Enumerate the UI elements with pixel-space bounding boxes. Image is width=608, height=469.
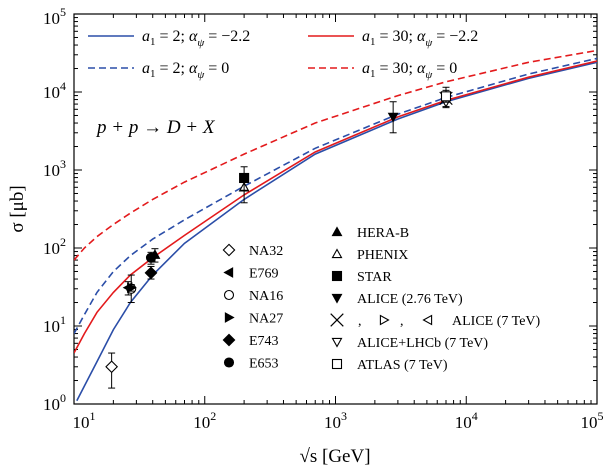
- data-points: [105, 86, 453, 389]
- legend-experiment-label: PHENIX: [357, 248, 408, 263]
- legend-experiment-label: NA32: [249, 244, 283, 259]
- legend-experiment-label: E769: [249, 267, 279, 282]
- marker-diamond: [105, 360, 119, 374]
- y-axis-title: σ [μb]: [7, 185, 28, 232]
- marker-triangle-down: [331, 337, 343, 348]
- x-tick-label: 101: [73, 409, 96, 432]
- curve: [74, 49, 597, 261]
- curves: [74, 49, 597, 402]
- x-axis-title: √s [GeV]: [299, 446, 370, 467]
- x-tick-label: 103: [324, 409, 347, 432]
- y-tick-label: 100: [43, 391, 66, 414]
- marker-triangle-left: [223, 267, 234, 278]
- x-tick-label: 102: [193, 409, 216, 432]
- process-annotation: p + p → D + X: [95, 117, 216, 138]
- legend: a1 = 2; αψ = −2.2 a1 = 2; αψ = 0 a1 = 30; …: [88, 28, 541, 373]
- curve: [74, 57, 597, 334]
- legend-experiment-label: NA16: [249, 289, 283, 304]
- legend-experiment-label: E743: [249, 334, 279, 349]
- legend-experiment-label: ALICE+LHCb (7 TeV): [357, 336, 488, 351]
- marker-triangle-right: [379, 314, 390, 326]
- legend-experiment-label: HERA-B: [357, 226, 409, 241]
- legend-separator: ,: [358, 314, 362, 329]
- marker-triangle-up: [331, 248, 343, 259]
- marker-triangle-up: [331, 226, 343, 237]
- x-tick-label: 104: [455, 409, 478, 432]
- marker-square: [239, 172, 250, 184]
- y-tick-label: 104: [43, 79, 66, 102]
- legend-label: a1 = 30; αψ = 0: [362, 60, 457, 81]
- axis-ticks: 101 102 103 104 105 100 101 102 103 104 105: [43, 5, 604, 432]
- marker-square: [331, 358, 343, 370]
- marker-triangle-right: [127, 282, 137, 294]
- y-tick-label: 103: [43, 157, 66, 180]
- y-tick-label: 105: [43, 5, 66, 28]
- legend-experiment-label: NA27: [249, 312, 283, 327]
- marker-diamond: [222, 243, 236, 257]
- marker-diamond: [222, 333, 236, 347]
- legend-experiment-label: ATLAS (7 TeV): [357, 358, 448, 373]
- legend-separator: ,: [400, 314, 404, 329]
- legend-label: a1 = 30; αψ = −2.2: [362, 28, 478, 49]
- marker-triangle-left: [422, 314, 433, 326]
- marker-triangle-down: [387, 112, 399, 123]
- marker-cross-stroke: [330, 313, 344, 327]
- marker-square: [331, 270, 343, 282]
- marker-square: [440, 91, 452, 102]
- y-tick-label: 102: [43, 235, 66, 258]
- y-tick-label: 101: [43, 313, 66, 336]
- legend-experiment-label: E653: [249, 357, 279, 372]
- marker-cross: [330, 313, 344, 327]
- marker-circle: [223, 289, 235, 301]
- legend-experiment-label: STAR: [357, 270, 392, 285]
- marker-circle: [223, 357, 235, 368]
- marker-triangle-right: [224, 312, 235, 323]
- legend-experiment-label: ALICE (2.76 TeV): [357, 292, 463, 307]
- marker-triangle-down: [331, 293, 343, 304]
- marker-diamond: [144, 266, 158, 280]
- x-tick-label: 105: [581, 409, 604, 432]
- curve: [74, 60, 597, 354]
- legend-label: a1 = 2; αψ = −2.2: [142, 28, 250, 49]
- legend-label: a1 = 2; αψ = 0: [142, 60, 229, 81]
- marker-triangle-up: [149, 249, 161, 259]
- legend-experiment-label: ALICE (7 TeV): [452, 314, 541, 329]
